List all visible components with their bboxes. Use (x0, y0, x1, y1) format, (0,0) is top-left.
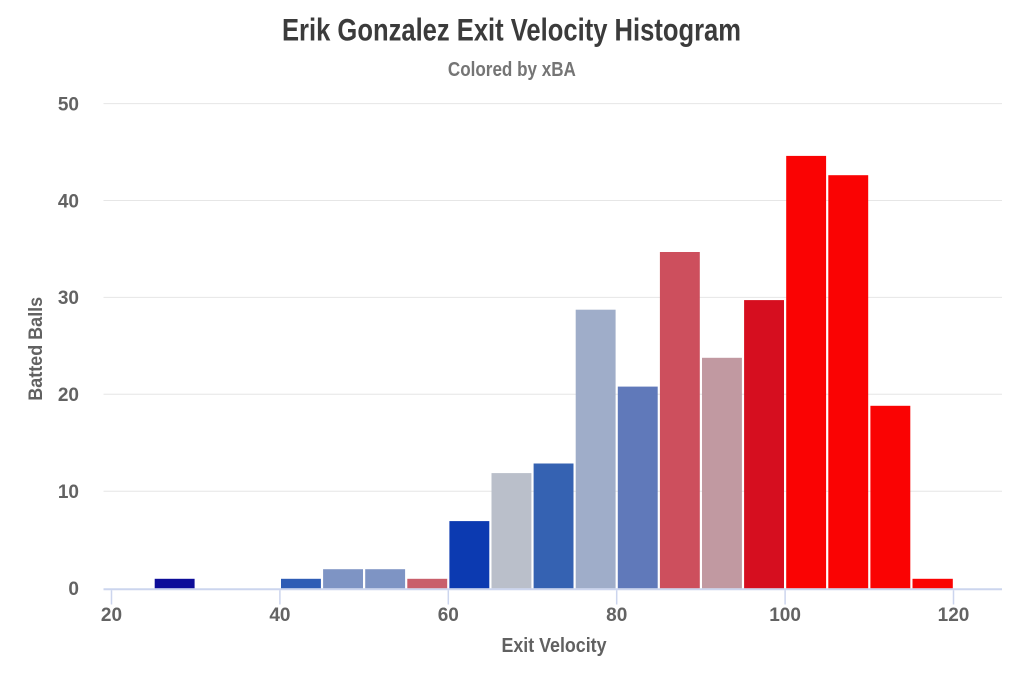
svg-text:30: 30 (58, 288, 79, 309)
svg-text:40: 40 (58, 191, 79, 212)
svg-text:Erik Gonzalez Exit Velocity Hi: Erik Gonzalez Exit Velocity Histogram (282, 12, 741, 48)
svg-text:60: 60 (438, 605, 459, 626)
svg-text:Colored by xBA: Colored by xBA (448, 58, 576, 81)
svg-text:40: 40 (269, 605, 290, 626)
svg-text:120: 120 (938, 605, 970, 626)
svg-text:0: 0 (68, 579, 79, 600)
svg-text:80: 80 (606, 605, 627, 626)
svg-text:Batted Balls: Batted Balls (26, 297, 47, 401)
svg-text:Exit Velocity: Exit Velocity (502, 635, 608, 657)
svg-text:10: 10 (58, 482, 79, 503)
svg-text:100: 100 (769, 605, 801, 626)
svg-text:20: 20 (58, 385, 79, 406)
svg-text:20: 20 (101, 605, 122, 626)
svg-text:50: 50 (58, 94, 79, 115)
